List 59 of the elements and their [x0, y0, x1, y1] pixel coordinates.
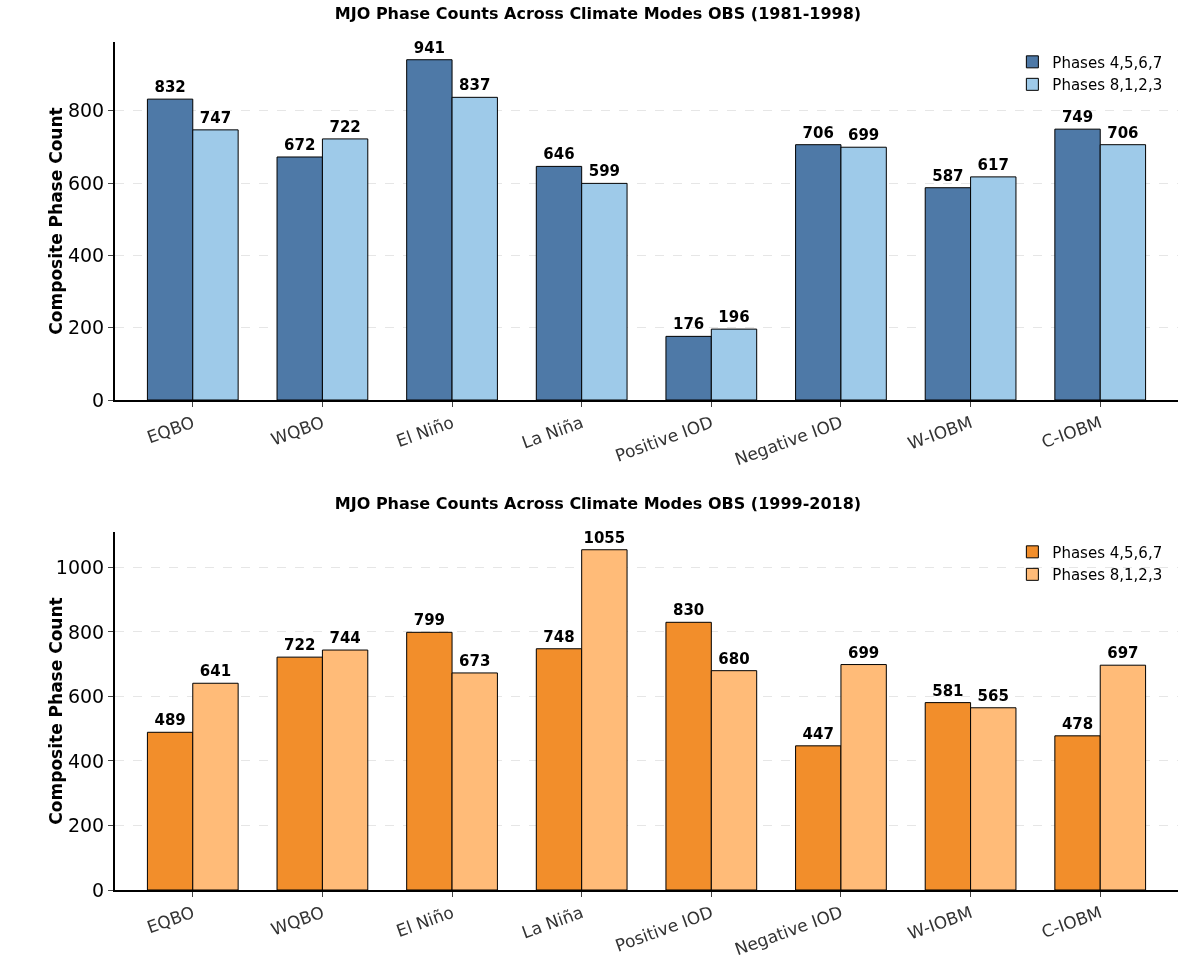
- y-tick-label: 800: [67, 620, 105, 643]
- data-label: 799: [413, 611, 446, 630]
- legend-label: Phases 4,5,6,7: [1052, 543, 1163, 562]
- x-tick-label: WQBO: [268, 901, 327, 940]
- legend-label: Phases 8,1,2,3: [1052, 566, 1163, 585]
- data-label: 478: [1061, 714, 1094, 733]
- data-label: 706: [1107, 123, 1139, 142]
- data-label: 697: [1107, 644, 1139, 663]
- y-tick-label: 600: [67, 171, 105, 194]
- data-label: 747: [199, 108, 232, 127]
- data-label: 748: [543, 627, 575, 646]
- x-tick-label: La Niña: [519, 411, 586, 453]
- y-axis-title: Composite Phase Count: [45, 107, 66, 335]
- data-label: 749: [1061, 108, 1094, 127]
- data-label: 646: [543, 145, 575, 164]
- data-label: 641: [199, 662, 232, 681]
- y-tick-label: 400: [67, 749, 105, 772]
- data-label: 447: [802, 724, 834, 743]
- y-tick-label: 200: [67, 316, 105, 339]
- data-label: 587: [932, 166, 964, 185]
- chart-title: MJO Phase Counts Across Climate Modes OBS (1999-2018): [334, 493, 862, 513]
- data-label: 673: [459, 651, 491, 670]
- y-axis-title: Composite Phase Count: [45, 597, 66, 825]
- legend-label: Phases 4,5,6,7: [1052, 53, 1163, 72]
- data-label: 565: [977, 686, 1009, 705]
- data-label: 832: [154, 78, 186, 97]
- data-label: 196: [718, 308, 750, 327]
- data-label: 1055: [583, 528, 626, 547]
- y-tick-label: 600: [67, 685, 105, 708]
- data-label: 680: [718, 649, 750, 668]
- x-tick-label: El Niño: [393, 411, 457, 451]
- chart-title: MJO Phase Counts Across Climate Modes OBS (1981-1998): [334, 3, 862, 23]
- data-label: 722: [284, 636, 316, 655]
- y-tick-label: 1000: [55, 556, 105, 579]
- data-label: 699: [847, 126, 880, 145]
- y-tick-label: 0: [92, 878, 105, 901]
- y-tick-label: 200: [67, 814, 105, 837]
- y-tick-label: 400: [67, 244, 105, 266]
- x-tick-label: EQBO: [144, 901, 198, 938]
- data-label: 599: [588, 162, 621, 181]
- data-label: 176: [672, 315, 705, 334]
- data-label: 941: [413, 38, 446, 57]
- data-label: 744: [329, 629, 361, 648]
- x-tick-label: WQBO: [268, 411, 327, 450]
- x-tick-label: EQBO: [144, 411, 198, 448]
- data-label: 489: [154, 711, 186, 730]
- y-tick-label: 0: [92, 388, 105, 411]
- data-label: 706: [802, 123, 834, 142]
- data-label: 699: [847, 643, 880, 662]
- data-label: 672: [284, 135, 316, 154]
- data-label: 837: [459, 76, 491, 95]
- data-label: 722: [329, 117, 361, 136]
- legend-label: Phases 8,1,2,3: [1052, 76, 1163, 95]
- x-tick-label: La Niña: [519, 901, 586, 943]
- x-tick-label: El Niño: [393, 901, 457, 941]
- y-tick-label: 800: [67, 99, 105, 122]
- data-label: 617: [977, 155, 1009, 174]
- data-label: 581: [932, 681, 964, 700]
- data-label: 830: [672, 601, 705, 620]
